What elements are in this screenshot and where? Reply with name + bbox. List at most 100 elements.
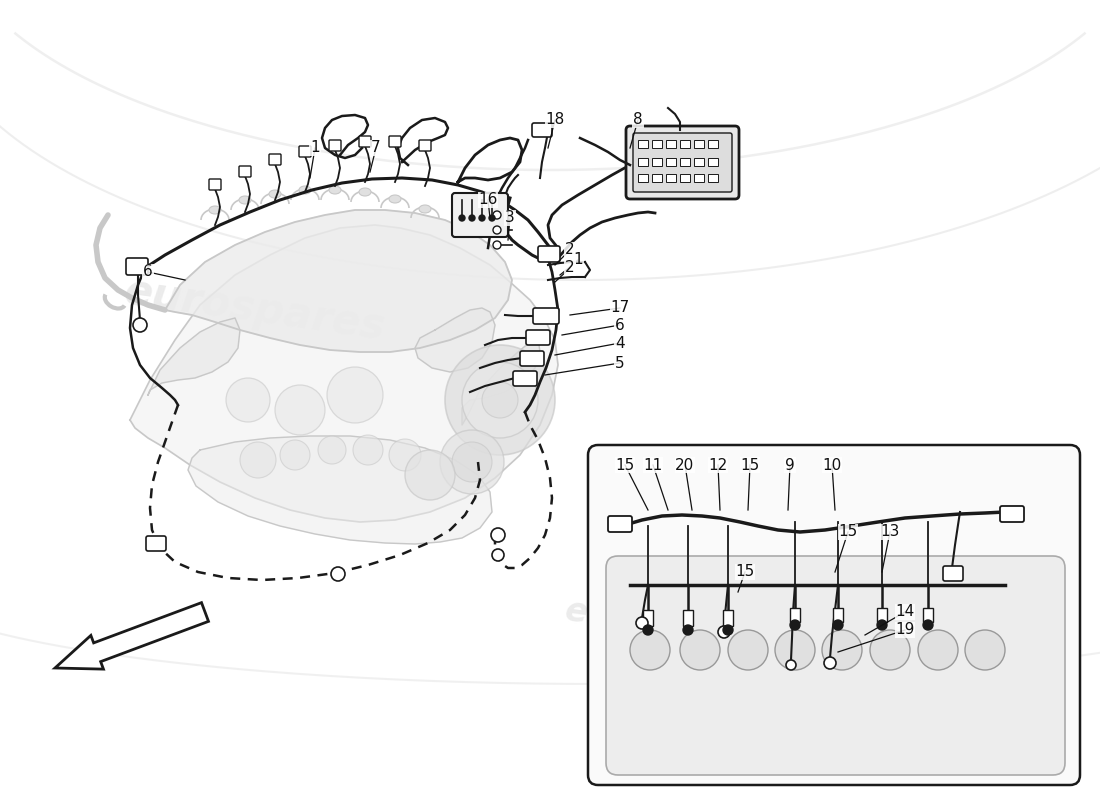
FancyBboxPatch shape <box>943 566 962 581</box>
Bar <box>652 174 662 182</box>
Circle shape <box>728 630 768 670</box>
Circle shape <box>469 215 475 221</box>
Circle shape <box>918 630 958 670</box>
Text: 16: 16 <box>478 193 497 207</box>
Text: 1: 1 <box>310 141 320 155</box>
Bar <box>666 140 676 148</box>
Bar <box>723 610 733 626</box>
Circle shape <box>490 215 495 221</box>
Text: 14: 14 <box>895 605 914 619</box>
Bar <box>680 158 690 166</box>
Bar <box>644 610 653 626</box>
Ellipse shape <box>239 196 251 204</box>
Circle shape <box>776 630 815 670</box>
FancyBboxPatch shape <box>526 330 550 345</box>
Bar <box>683 610 693 626</box>
Bar <box>708 158 718 166</box>
Text: 17: 17 <box>610 301 629 315</box>
Text: 2: 2 <box>565 242 575 258</box>
Circle shape <box>683 625 693 635</box>
FancyBboxPatch shape <box>632 133 732 192</box>
Circle shape <box>226 378 270 422</box>
Bar <box>638 174 648 182</box>
Text: 6: 6 <box>615 318 625 333</box>
Text: eurospares: eurospares <box>563 594 777 656</box>
Text: 15: 15 <box>838 525 858 539</box>
Circle shape <box>644 625 653 635</box>
FancyBboxPatch shape <box>126 258 148 275</box>
Polygon shape <box>148 318 240 395</box>
Text: 15: 15 <box>740 458 760 473</box>
Circle shape <box>240 442 276 478</box>
Polygon shape <box>415 308 495 372</box>
Bar <box>694 140 704 148</box>
Text: 1: 1 <box>573 253 583 267</box>
Circle shape <box>318 436 346 464</box>
Bar <box>694 174 704 182</box>
Text: 8: 8 <box>634 113 642 127</box>
Polygon shape <box>130 225 558 522</box>
Ellipse shape <box>359 188 371 196</box>
FancyBboxPatch shape <box>608 516 632 532</box>
Circle shape <box>478 215 485 221</box>
Ellipse shape <box>299 186 311 194</box>
Text: 20: 20 <box>675 458 694 473</box>
Text: 7: 7 <box>371 141 381 155</box>
FancyBboxPatch shape <box>513 371 537 386</box>
Ellipse shape <box>209 206 221 214</box>
Bar <box>666 174 676 182</box>
FancyBboxPatch shape <box>239 166 251 177</box>
FancyBboxPatch shape <box>1000 506 1024 522</box>
Bar <box>708 140 718 148</box>
Polygon shape <box>188 436 492 544</box>
Circle shape <box>452 442 492 482</box>
Text: 4: 4 <box>615 335 625 350</box>
FancyBboxPatch shape <box>270 154 280 165</box>
Circle shape <box>440 430 504 494</box>
Circle shape <box>630 630 670 670</box>
Text: 15: 15 <box>736 565 755 579</box>
Circle shape <box>824 657 836 669</box>
Bar <box>877 608 887 622</box>
FancyBboxPatch shape <box>419 140 431 151</box>
FancyBboxPatch shape <box>534 308 559 324</box>
Circle shape <box>405 450 455 500</box>
FancyBboxPatch shape <box>389 136 402 147</box>
Circle shape <box>923 620 933 630</box>
Circle shape <box>965 630 1005 670</box>
Ellipse shape <box>419 205 431 213</box>
FancyBboxPatch shape <box>520 351 544 366</box>
Ellipse shape <box>389 195 402 203</box>
Bar <box>652 140 662 148</box>
FancyBboxPatch shape <box>626 126 739 199</box>
Text: 11: 11 <box>644 458 662 473</box>
Circle shape <box>870 630 910 670</box>
Circle shape <box>723 625 733 635</box>
Bar <box>680 174 690 182</box>
Circle shape <box>327 367 383 423</box>
FancyBboxPatch shape <box>359 136 371 147</box>
Bar <box>833 608 843 622</box>
Bar <box>923 608 933 622</box>
Circle shape <box>275 385 324 435</box>
FancyBboxPatch shape <box>588 445 1080 785</box>
Bar <box>680 140 690 148</box>
FancyBboxPatch shape <box>538 246 560 262</box>
Text: eurospares: eurospares <box>122 271 388 349</box>
Text: 3: 3 <box>505 210 515 226</box>
Circle shape <box>680 630 720 670</box>
Circle shape <box>786 660 796 670</box>
FancyBboxPatch shape <box>452 193 508 237</box>
Circle shape <box>877 620 887 630</box>
FancyBboxPatch shape <box>299 146 311 157</box>
Circle shape <box>482 382 518 418</box>
Circle shape <box>462 362 538 438</box>
Circle shape <box>133 318 147 332</box>
Circle shape <box>389 439 421 471</box>
FancyBboxPatch shape <box>146 536 166 551</box>
Circle shape <box>822 630 862 670</box>
Bar <box>666 158 676 166</box>
Polygon shape <box>462 338 540 425</box>
Text: 5: 5 <box>615 355 625 370</box>
Bar <box>638 158 648 166</box>
